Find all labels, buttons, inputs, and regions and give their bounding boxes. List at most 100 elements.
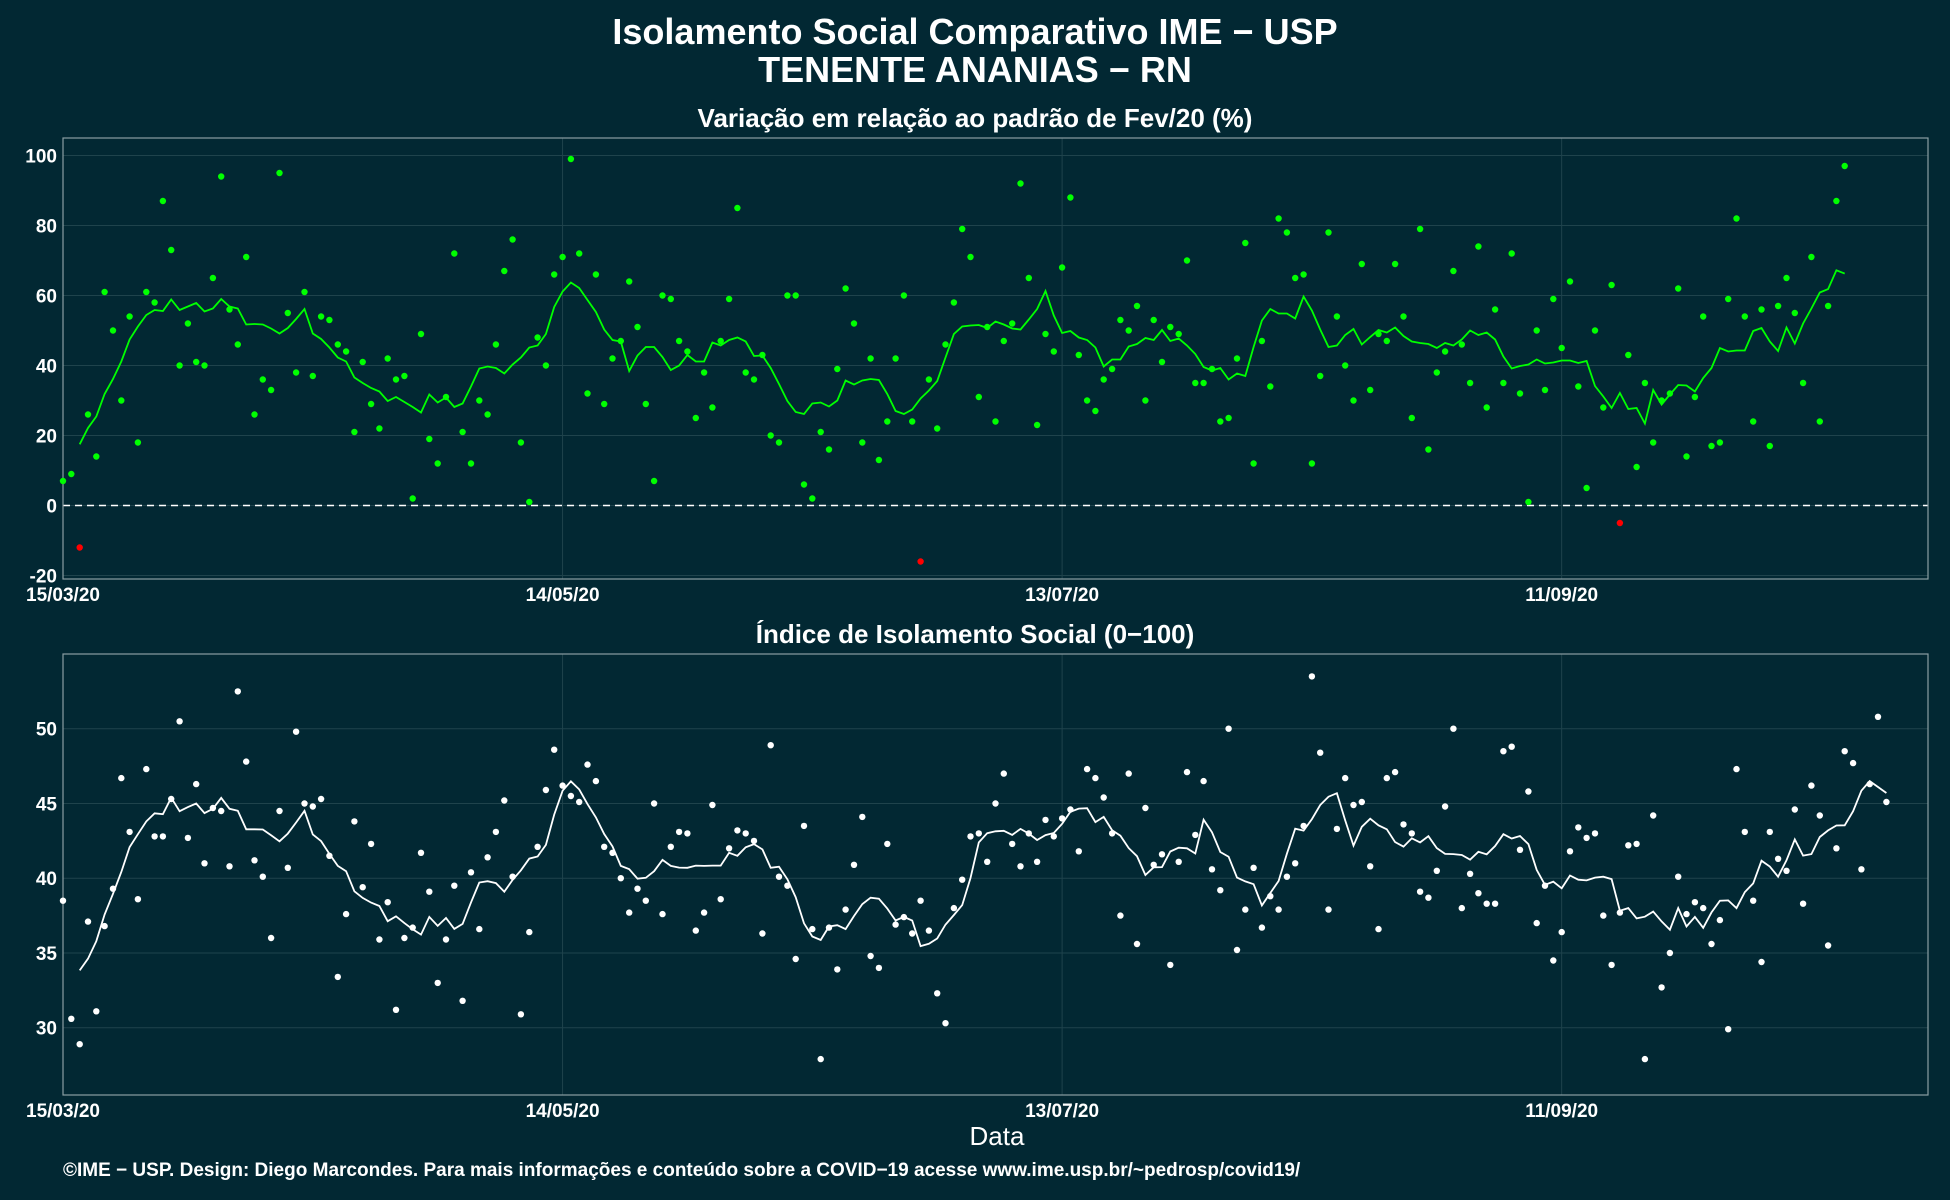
data-point: [592, 777, 600, 785]
data-point: [1192, 831, 1199, 839]
data-point: [476, 925, 483, 933]
x-tick-label: 13/07/20: [1025, 585, 1099, 606]
data-point: [650, 800, 658, 807]
data-point: [692, 414, 699, 422]
data-point: [642, 400, 649, 408]
data-point: [584, 390, 591, 397]
data-point: [1050, 833, 1058, 840]
data-point: [59, 477, 67, 485]
chart-title-line2: TENENTE ANANIAS − RN: [758, 49, 1192, 90]
data-point: [667, 843, 674, 850]
data-point: [925, 376, 933, 383]
data-point: [1017, 180, 1024, 187]
data-point: [1150, 316, 1157, 324]
data-point: [717, 337, 724, 345]
data-point: [484, 854, 491, 861]
data-point: [1625, 351, 1632, 359]
data-point: [1425, 894, 1432, 901]
data-point: [825, 924, 833, 931]
data-point: [301, 288, 308, 296]
y-tick-label: 35: [36, 944, 58, 965]
data-point: [1017, 863, 1024, 870]
data-point: [1683, 453, 1690, 460]
data-point: [1550, 957, 1557, 964]
data-point: [1275, 906, 1282, 913]
data-point: [1225, 414, 1232, 422]
data-point: [592, 271, 600, 278]
data-point: [1533, 327, 1540, 334]
data-point: [1733, 215, 1740, 222]
data-point: [684, 830, 691, 837]
data-point: [1158, 851, 1166, 858]
data-point: [1841, 162, 1848, 170]
data-point: [1774, 302, 1782, 310]
data-point: [1833, 197, 1840, 205]
data-point: [534, 843, 541, 850]
data-point: [1183, 257, 1191, 264]
x-tick-label: 15/03/20: [26, 1101, 100, 1122]
data-point: [1491, 306, 1499, 313]
data-point: [1325, 906, 1332, 913]
moving-average-line: [78, 269, 1846, 445]
data-point: [376, 936, 383, 943]
data-point: [1075, 848, 1083, 855]
data-point: [759, 351, 766, 359]
data-point: [567, 155, 575, 163]
data-point: [201, 860, 208, 867]
data-point: [750, 376, 758, 383]
data-point: [1741, 313, 1749, 320]
data-point: [1508, 250, 1515, 257]
data-point: [1450, 267, 1457, 275]
data-point: [151, 299, 158, 306]
data-point: [834, 966, 841, 973]
panel-border: [62, 137, 1929, 580]
data-point: [1824, 302, 1832, 310]
data-point: [1675, 873, 1682, 880]
data-point: [900, 913, 908, 921]
data-point: [1700, 313, 1707, 320]
data-point: [1083, 397, 1091, 404]
data-point: [459, 428, 466, 436]
data-point: [392, 376, 400, 383]
data-point: [276, 169, 283, 177]
data-point: [1558, 928, 1565, 936]
y-tick-label: 0: [46, 497, 57, 518]
data-point: [1408, 830, 1416, 837]
data-point: [426, 435, 433, 443]
data-point: [825, 446, 833, 453]
data-point: [1650, 812, 1657, 819]
data-point: [1042, 330, 1049, 338]
panel-variation-title: Variação em relação ao padrão de Fev/20 …: [698, 103, 1253, 133]
data-point: [84, 918, 92, 925]
data-point: [734, 204, 741, 212]
data-point: [725, 845, 733, 852]
data-point: [659, 910, 666, 918]
data-point: [1550, 295, 1557, 303]
data-point: [384, 355, 391, 362]
data-point: [284, 309, 291, 317]
data-point: [1450, 725, 1457, 732]
data-point: [567, 792, 575, 800]
data-point: [1866, 780, 1873, 788]
data-point: [134, 439, 142, 446]
data-point: [767, 742, 774, 749]
data-point: [1250, 460, 1257, 467]
data-point: [792, 955, 799, 963]
data-point: [1125, 327, 1132, 334]
data-point: [1658, 984, 1665, 991]
data-point: [1616, 909, 1624, 916]
data-point: [792, 292, 799, 299]
data-point: [93, 1008, 100, 1015]
data-point: [209, 804, 217, 812]
data-point: [1150, 861, 1157, 868]
data-point: [892, 355, 899, 362]
data-point: [126, 828, 133, 836]
data-point: [1350, 801, 1357, 809]
data-point: [93, 453, 100, 460]
data-point: [1799, 379, 1807, 387]
data-point: [292, 369, 300, 376]
data-point: [159, 197, 167, 205]
data-point: [1333, 313, 1341, 320]
data-point: [1175, 858, 1182, 865]
data-point: [1541, 386, 1549, 394]
